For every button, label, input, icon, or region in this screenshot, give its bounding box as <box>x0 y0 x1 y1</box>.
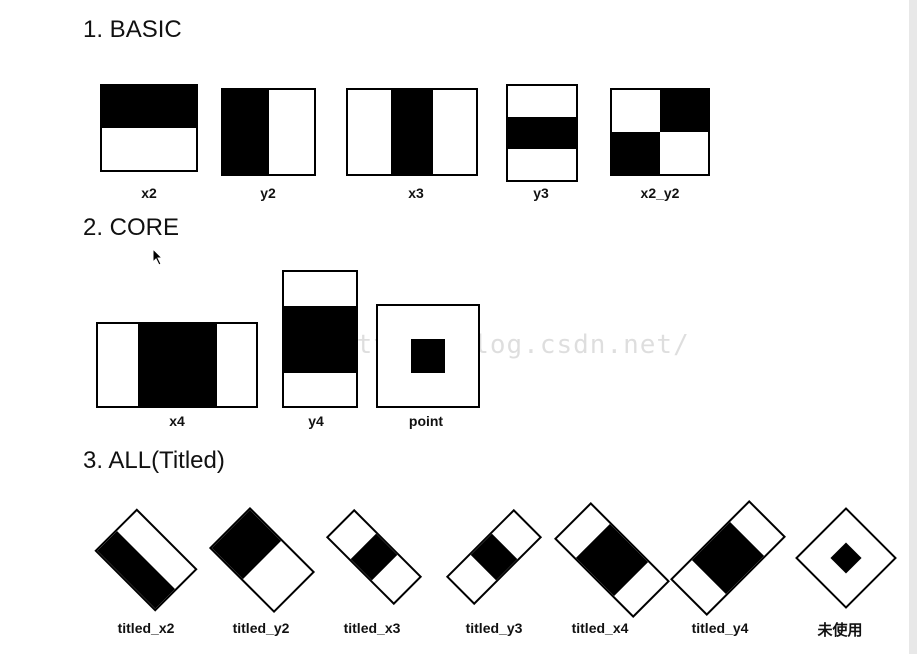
section-title-all: 3. ALL(Titled) <box>83 447 225 474</box>
feature-y4 <box>282 270 358 408</box>
feature-unused <box>794 506 898 610</box>
black-region <box>137 324 217 406</box>
tilted-rect <box>554 502 670 618</box>
black-region <box>223 90 269 174</box>
label-tilted-y4: titled_y4 <box>691 620 749 636</box>
label-x2-y2: x2_y2 <box>640 185 680 201</box>
tilted-rect <box>208 506 316 614</box>
tilted-rect <box>795 507 897 609</box>
label-x4: x4 <box>169 413 185 429</box>
feature-x4 <box>96 322 258 408</box>
feature-x2 <box>100 84 198 172</box>
label-y2: y2 <box>260 185 276 201</box>
feature-x2-y2 <box>610 88 710 176</box>
label-x3: x3 <box>408 185 424 201</box>
black-region <box>612 132 660 174</box>
feature-tilted-x3 <box>325 508 423 606</box>
black-region <box>350 533 398 581</box>
label-tilted-x2: titled_x2 <box>117 620 175 636</box>
tilted-rect <box>445 508 543 606</box>
tilted-rect <box>670 500 786 616</box>
feature-tilted-x2 <box>94 508 198 612</box>
black-region <box>470 533 518 581</box>
feature-tilted-y3 <box>445 508 543 606</box>
label-y4: y4 <box>308 413 324 429</box>
black-region <box>211 509 282 580</box>
label-x2: x2 <box>141 185 157 201</box>
label-tilted-x4: titled_x4 <box>571 620 629 636</box>
label-y3: y3 <box>533 185 549 201</box>
black-region <box>390 90 434 174</box>
feature-tilted-y4 <box>670 500 786 616</box>
label-tilted-x3: titled_x3 <box>343 620 401 636</box>
black-region <box>102 86 196 128</box>
feature-x3 <box>346 88 478 176</box>
window-edge <box>909 0 917 654</box>
black-region <box>508 117 576 149</box>
section-title-core: 2. CORE <box>83 214 180 241</box>
black-region <box>691 521 765 595</box>
tilted-rect <box>94 508 198 612</box>
tilted-rect <box>325 508 423 606</box>
black-region <box>284 305 356 373</box>
label-unused: 未使用 <box>817 621 863 639</box>
label-point: point <box>408 413 444 429</box>
black-region <box>97 531 175 609</box>
feature-tilted-y2 <box>208 506 316 614</box>
label-tilted-y3: titled_y3 <box>465 620 523 636</box>
feature-point <box>376 304 480 408</box>
feature-y2 <box>221 88 316 176</box>
black-region <box>830 542 862 574</box>
black-region <box>660 90 708 132</box>
black-region <box>575 523 649 597</box>
section-title-basic: 1. BASIC <box>83 16 182 43</box>
mouse-cursor-icon <box>152 248 164 266</box>
feature-y3 <box>506 84 578 182</box>
label-tilted-y2: titled_y2 <box>232 620 290 636</box>
feature-tilted-x4 <box>554 502 670 618</box>
black-region <box>411 339 445 373</box>
